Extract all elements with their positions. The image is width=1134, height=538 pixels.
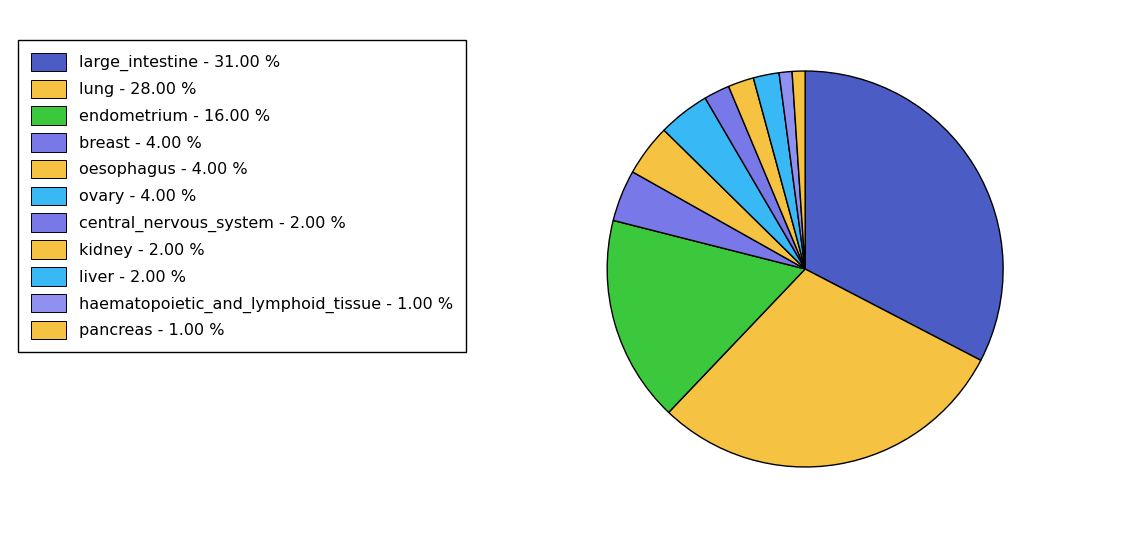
Wedge shape <box>779 72 805 269</box>
Wedge shape <box>753 73 805 269</box>
Wedge shape <box>665 98 805 269</box>
Wedge shape <box>607 221 805 413</box>
Wedge shape <box>633 130 805 269</box>
Wedge shape <box>805 71 1004 360</box>
Legend: large_intestine - 31.00 %, lung - 28.00 %, endometrium - 16.00 %, breast - 4.00 : large_intestine - 31.00 %, lung - 28.00 … <box>18 40 466 352</box>
Wedge shape <box>613 172 805 269</box>
Wedge shape <box>705 87 805 269</box>
Wedge shape <box>729 78 805 269</box>
Wedge shape <box>792 71 805 269</box>
Wedge shape <box>669 269 981 467</box>
